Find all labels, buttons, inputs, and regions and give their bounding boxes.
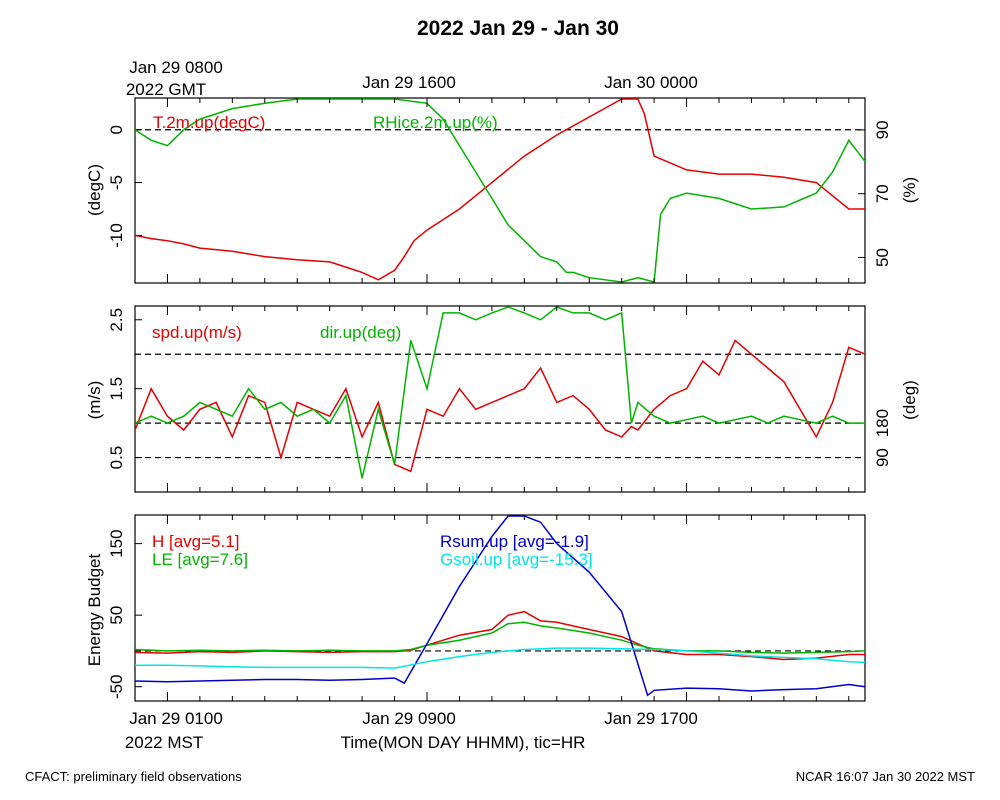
panel-2-ylabel-right: (deg): [900, 380, 919, 420]
x-ticks: [166, 98, 850, 701]
y-tick-right-label: 90: [873, 120, 892, 139]
panel-3-legend-le: LE [avg=7.6]: [152, 550, 248, 569]
panel-2-ylabel-left: (m/s): [85, 381, 104, 420]
footer-right: NCAR 16:07 Jan 30 2022 MST: [796, 769, 975, 784]
series-line-t: [134, 98, 865, 281]
y-tick-label: 0: [107, 125, 126, 134]
panel-3-legend-rsum: Rsum.up [avg=-1.9]: [440, 532, 589, 551]
y-tick-right-label: 180: [873, 409, 892, 437]
top-time-label-1: Jan 29 0800: [129, 58, 223, 77]
chart-title: 2022 Jan 29 - Jan 30: [417, 17, 619, 40]
x-axis-label: Time(MON DAY HHMM), tic=HR: [341, 733, 586, 752]
panel-1-legend-rh: RHice.2m.up(%): [373, 113, 498, 132]
y-tick-right-label: 70: [873, 184, 892, 203]
panel-1-frame: [134, 97, 866, 284]
series-line-rsum: [134, 515, 866, 697]
bottom-time-label-3: Jan 29 1700: [604, 709, 698, 728]
series-line-le: [134, 621, 866, 654]
y-tick-label: 2.5: [107, 308, 126, 332]
panel-2-legend-spd: spd.up(m/s): [152, 323, 242, 342]
panel-1-ylabel-right: (%): [900, 177, 919, 203]
panel-1-ylabel-left: (degC): [85, 164, 104, 216]
panel-2-data: 2.5 1.5 0.5 180 90: [107, 306, 892, 479]
y-tick-label: -10: [107, 223, 126, 248]
panel-2-legend-dir: dir.up(deg): [320, 323, 401, 342]
panel-2-frame: [134, 305, 866, 493]
series-line-gsoil: [135, 647, 866, 669]
panel-1-legend-t: T.2m.up(degC): [153, 113, 265, 132]
panel-3-data: 150 50 -50: [107, 515, 866, 699]
series-line-rhice: [134, 98, 866, 283]
y-tick-label: -50: [107, 674, 126, 699]
y-tick-label: 50: [107, 606, 126, 625]
panel-3-frame: [134, 514, 866, 702]
panel-1-data: 0 -5 -10 90 70 50: [107, 98, 892, 283]
bottom-time-label-1: Jan 29 0100: [129, 709, 223, 728]
y-tick-label: 1.5: [107, 377, 126, 401]
panel-3-legend-h: H [avg=5.1]: [152, 532, 239, 551]
y-tick-label: 0.5: [107, 446, 126, 470]
bottom-tz-label: 2022 MST: [125, 733, 203, 752]
top-tz-label: 2022 GMT: [126, 80, 206, 99]
y-tick-label: 150: [107, 529, 126, 557]
bottom-time-label-2: Jan 29 0900: [362, 709, 456, 728]
panel-3-ylabel: Energy Budget: [85, 553, 104, 666]
footer-left: CFACT: preliminary field observations: [25, 769, 242, 784]
y-tick-label: -5: [107, 175, 126, 190]
y-tick-right-label: 50: [873, 248, 892, 267]
top-time-label-2: Jan 29 1600: [362, 73, 456, 92]
series-line-spd: [134, 339, 866, 473]
series-line-dir: [134, 306, 865, 479]
panel-3-legend-gsoil: Gsoil.up [avg=-15.3]: [440, 550, 593, 569]
top-time-label-3: Jan 30 0000: [604, 73, 698, 92]
y-tick-right-label: 90: [873, 448, 892, 467]
